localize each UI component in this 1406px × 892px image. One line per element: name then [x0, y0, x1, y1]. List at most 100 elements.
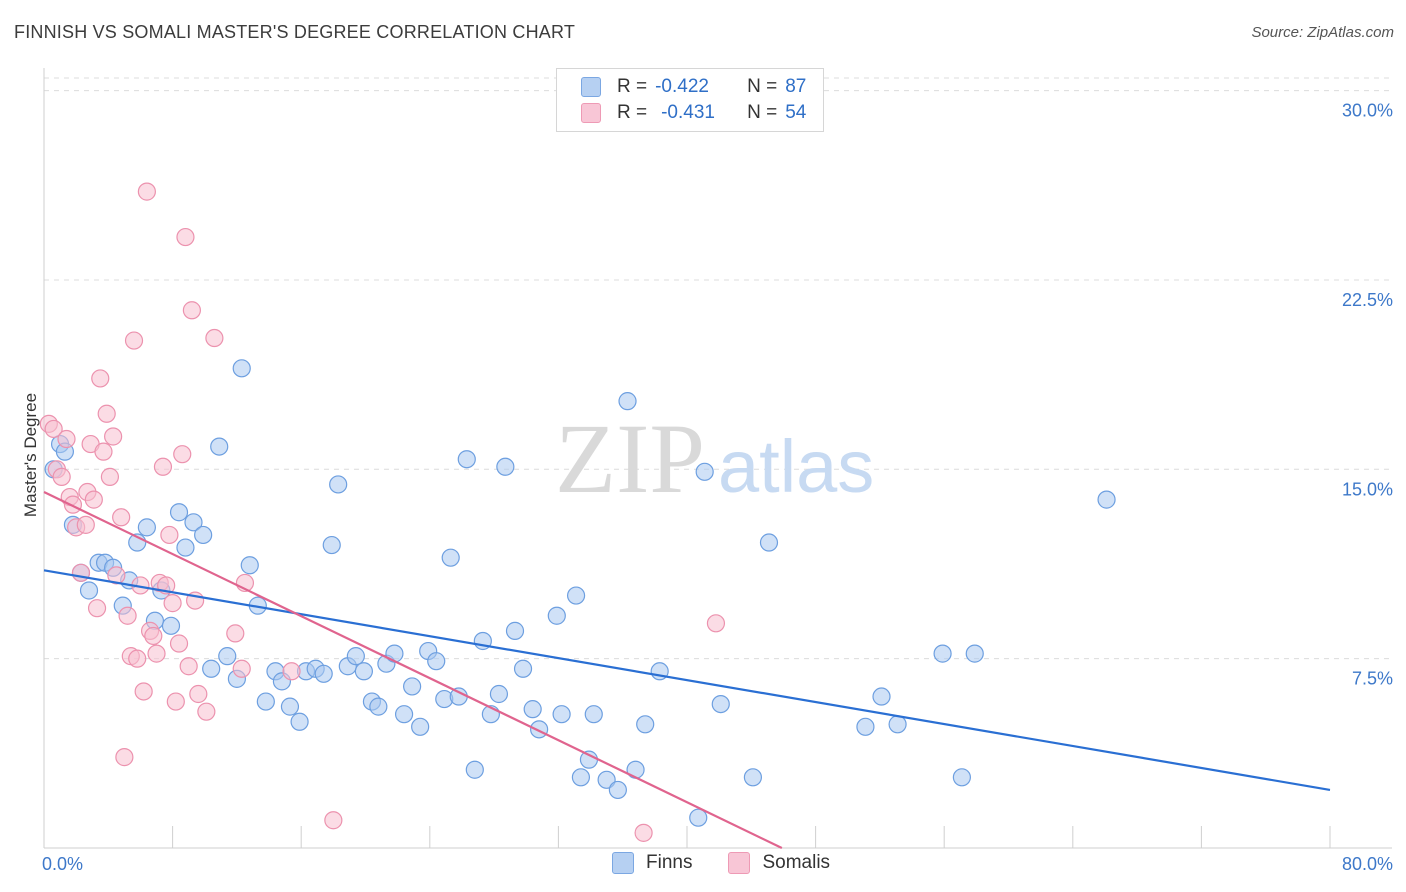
finns-point [759, 533, 779, 552]
somalis-point [128, 649, 147, 668]
finns-point [457, 450, 476, 469]
finns-point [571, 768, 591, 787]
y-tick-label: 7.5% [1352, 669, 1393, 689]
x-tick-label: 0.0% [42, 854, 83, 874]
legend-item-finns: Finns [612, 852, 692, 874]
somalis-point [232, 659, 251, 678]
y-tick-label: 15.0% [1342, 479, 1393, 499]
finns-point [933, 644, 952, 663]
axis-layer: 7.5% 15.0% 22.5% 30.0% 0.0% 80.0% [42, 68, 1393, 874]
somalis-point [324, 811, 343, 830]
finns-point [346, 647, 365, 666]
chart-title: FINNISH VS SOMALI MASTER'S DEGREE CORREL… [14, 22, 576, 42]
finns-point [597, 770, 616, 789]
finns-point [505, 621, 525, 640]
finns-point [232, 359, 251, 378]
finns-point [449, 687, 468, 706]
somalis-r-value: -0.431 [661, 102, 715, 123]
somalis-point [166, 692, 185, 711]
somalis-point [76, 515, 95, 534]
finns-point [403, 677, 422, 696]
somalis-point [205, 328, 224, 348]
finns-point [711, 694, 730, 714]
somalis-trend-line [43, 491, 783, 849]
finns-point [202, 659, 221, 678]
finns-point [888, 715, 907, 734]
finns-point [523, 700, 542, 719]
somalis-point [706, 614, 726, 633]
finns-trend-line [43, 569, 1331, 792]
somalis-point [226, 624, 245, 643]
watermark: ZIP atlas [555, 403, 874, 514]
legend-finns-label: Finns [646, 852, 693, 873]
finns-r-label: R = [617, 76, 648, 97]
finns-point [194, 525, 213, 545]
somalis-point [112, 508, 131, 527]
finns-point [280, 697, 300, 716]
finns-point [579, 750, 599, 769]
somalis-point [282, 662, 301, 681]
finns-point [530, 720, 549, 739]
somalis-point [97, 404, 116, 423]
somalis-point [163, 594, 182, 613]
finns-point [169, 503, 189, 522]
finns-point [441, 548, 460, 567]
finns-point [552, 705, 571, 724]
finns-point [137, 518, 156, 537]
somalis-point [144, 626, 163, 646]
finns-n-value: 87 [785, 76, 807, 97]
somalis-point [44, 419, 63, 439]
finns-point [290, 712, 309, 731]
somalis-n-label: N = [747, 102, 778, 123]
finns-swatch [581, 77, 601, 97]
somalis-point [94, 442, 113, 461]
finns-point [584, 705, 603, 724]
x-tick-label: 80.0% [1342, 854, 1393, 874]
finns-point [618, 392, 637, 411]
finns-point [79, 581, 99, 600]
somalis-r-label: R = [617, 102, 648, 123]
source-label: Source: ZipAtlas.com [1251, 24, 1394, 41]
finns-point [689, 808, 708, 827]
finns-point [872, 687, 891, 706]
somalis-point [57, 429, 76, 449]
finns-point [489, 684, 509, 704]
somalis-point [134, 682, 153, 701]
somalis-point [160, 525, 179, 545]
somalis-point [137, 182, 156, 201]
somalis-point [173, 445, 192, 464]
y-tick-label: 22.5% [1342, 290, 1393, 310]
somalis-point [169, 634, 189, 653]
legend-stats: R = -0.422 N = 87 R = -0.431 N = 54 [556, 68, 824, 132]
somalis-point [176, 227, 195, 247]
somalis-point [153, 457, 173, 476]
finns-point [256, 692, 275, 711]
somalis-point [63, 495, 83, 514]
finns-point [427, 652, 446, 671]
somalis-point [179, 657, 198, 676]
somalis-point [84, 490, 103, 509]
finns-point [210, 437, 229, 456]
finns-r-value: -0.422 [655, 76, 709, 97]
finns-point [176, 538, 195, 557]
somalis-point [197, 702, 216, 721]
somalis-point [124, 331, 144, 350]
finns-point [695, 462, 714, 481]
finns-point [354, 662, 373, 681]
finns-point [547, 606, 566, 625]
somalis-point [52, 467, 71, 486]
finns-point [411, 717, 430, 736]
finns-point [636, 715, 655, 734]
somalis-point [91, 369, 110, 388]
somalis-point [118, 606, 137, 625]
finns-point [1097, 490, 1116, 509]
somalis-point [634, 823, 653, 842]
somalis-point [115, 748, 134, 767]
legend-finns-swatch [612, 852, 634, 874]
somalis-point [104, 427, 123, 446]
finns-point [496, 457, 515, 476]
legend-row-somalis: R = -0.431 N = 54 [581, 101, 806, 125]
y-axis-label: Master's Degree [21, 393, 40, 517]
y-tick-label: 30.0% [1342, 101, 1393, 121]
